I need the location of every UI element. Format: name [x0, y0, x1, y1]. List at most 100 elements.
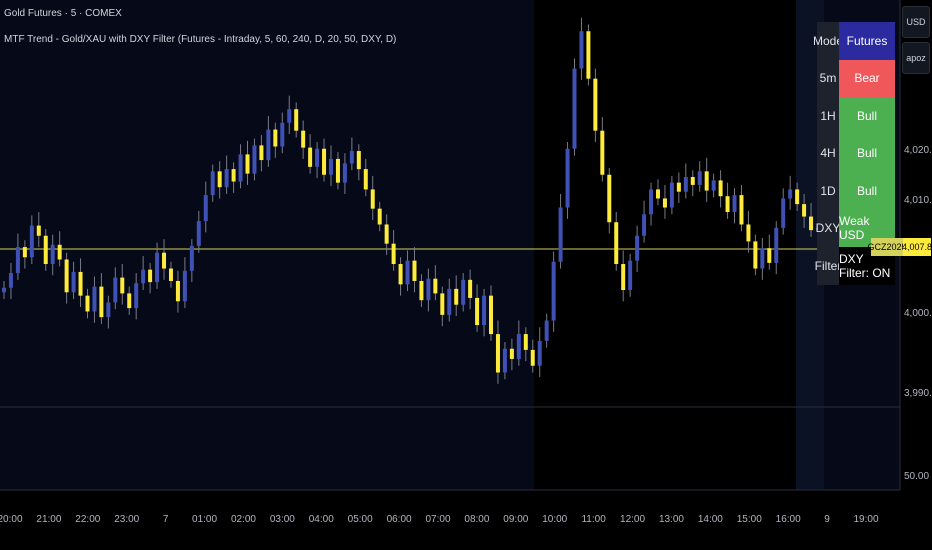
candle-body — [71, 271, 76, 293]
candle-body — [203, 195, 208, 222]
mtf-key: DXY — [816, 209, 840, 247]
x-tick: 21:00 — [36, 514, 61, 525]
time-axis-labels: 20:00 21:00 22:00 23:00 7 01:00 02:00 03:00 04:0… — [0, 514, 879, 525]
x-tick: 22:00 — [75, 514, 100, 525]
y-tick-3990: 3,990.0 — [904, 388, 932, 399]
price-badge: GCZ2025 4,007.8 — [867, 238, 932, 256]
mtf-row: 1H Bull — [817, 97, 895, 135]
candle-body — [628, 260, 633, 291]
candle-body — [558, 207, 563, 262]
candle-body — [405, 260, 410, 285]
candle-body — [245, 154, 250, 174]
candle-body — [600, 130, 605, 175]
candle-body — [377, 208, 382, 225]
x-tick: 04:00 — [309, 514, 334, 525]
candle-body — [384, 224, 389, 244]
symbol-title[interactable]: Gold Futures · 5 · COMEX — [4, 8, 122, 19]
x-tick: 07:00 — [425, 514, 450, 525]
candle-body — [92, 286, 97, 312]
candle-body — [182, 270, 187, 302]
candle-body — [294, 109, 299, 131]
candle-body — [788, 189, 793, 199]
x-tick: 03:00 — [270, 514, 295, 525]
candle-body — [544, 320, 549, 341]
candle-body — [802, 204, 807, 217]
candle-body — [308, 147, 313, 167]
candle-body — [482, 295, 487, 326]
candle-body — [43, 235, 48, 265]
candle-body — [15, 247, 20, 274]
candle-body — [148, 269, 153, 283]
candle-body — [259, 145, 264, 161]
candle-body — [746, 224, 751, 242]
y-tick-4010: 4,010.0 — [904, 195, 932, 206]
candle-body — [586, 31, 591, 79]
candle-body — [363, 169, 368, 190]
auto-scale-button[interactable]: apoz — [902, 42, 930, 74]
mtf-key: 1H — [817, 97, 839, 135]
candle-body — [572, 68, 577, 149]
mtf-key: 4H — [817, 134, 839, 172]
candle-body — [426, 278, 431, 301]
candle-body — [196, 221, 201, 246]
candle-body — [217, 171, 222, 188]
candle-body — [489, 295, 494, 335]
candle-body — [447, 288, 452, 315]
x-tick: 7 — [163, 514, 169, 525]
x-tick: 20:00 — [0, 514, 23, 525]
chart-header: Gold Futures · 5 · COMEX MTF Trend - Gol… — [4, 6, 396, 58]
price-badge-symbol: GCZ2025 — [867, 238, 907, 256]
x-tick: 08:00 — [464, 514, 489, 525]
candle-body — [537, 340, 542, 366]
candle-body — [697, 171, 702, 185]
x-tick: 14:00 — [698, 514, 723, 525]
candle-body — [301, 130, 306, 148]
candle-body — [502, 348, 507, 373]
session-highlight-night — [534, 0, 796, 490]
candle-body — [210, 171, 215, 196]
mtf-key: Filter — [815, 247, 841, 285]
candle-body — [356, 151, 361, 170]
candle-body — [120, 277, 125, 294]
currency-button[interactable]: USD — [902, 6, 930, 38]
candle-body — [349, 151, 354, 164]
candle-body — [725, 196, 730, 213]
candle-body — [523, 334, 528, 350]
x-tick: 10:00 — [542, 514, 567, 525]
candle-body — [655, 189, 660, 199]
candle-body — [495, 334, 500, 373]
candle-body — [739, 195, 744, 225]
x-tick: 19:00 — [853, 514, 878, 525]
candle-body — [753, 241, 758, 269]
mtf-value: Futures — [839, 22, 895, 60]
x-tick: 01:00 — [192, 514, 217, 525]
x-tick: 11:00 — [581, 514, 606, 525]
mtf-row: 1D Bull — [817, 172, 895, 210]
x-tick: 13:00 — [659, 514, 684, 525]
candle-body — [662, 198, 667, 208]
candle-body — [690, 177, 695, 185]
candle-body — [551, 261, 556, 321]
candle-body — [134, 283, 139, 309]
x-tick: 02:00 — [231, 514, 256, 525]
mtf-row: Filter DXY Filter: ON — [815, 247, 895, 285]
mtf-value: Bear — [839, 59, 895, 97]
mtf-key: Mode — [813, 22, 843, 60]
candle-body — [127, 293, 132, 309]
candle-body — [468, 279, 473, 298]
candle-body — [669, 182, 674, 208]
candle-body — [795, 189, 800, 205]
candle-body — [57, 244, 62, 260]
candle-body — [8, 273, 13, 288]
candle-body — [252, 145, 257, 174]
candle-body — [565, 148, 570, 208]
candle-body — [175, 280, 180, 302]
indicator-title[interactable]: MTF Trend - Gold/XAU with DXY Filter (Fu… — [4, 34, 397, 45]
candle-body — [168, 268, 173, 281]
candle-body — [607, 174, 612, 223]
candle-body — [99, 286, 104, 318]
candle-body — [642, 214, 647, 236]
indicator-tick: 50.00 — [904, 471, 929, 482]
candle-body — [509, 348, 514, 359]
